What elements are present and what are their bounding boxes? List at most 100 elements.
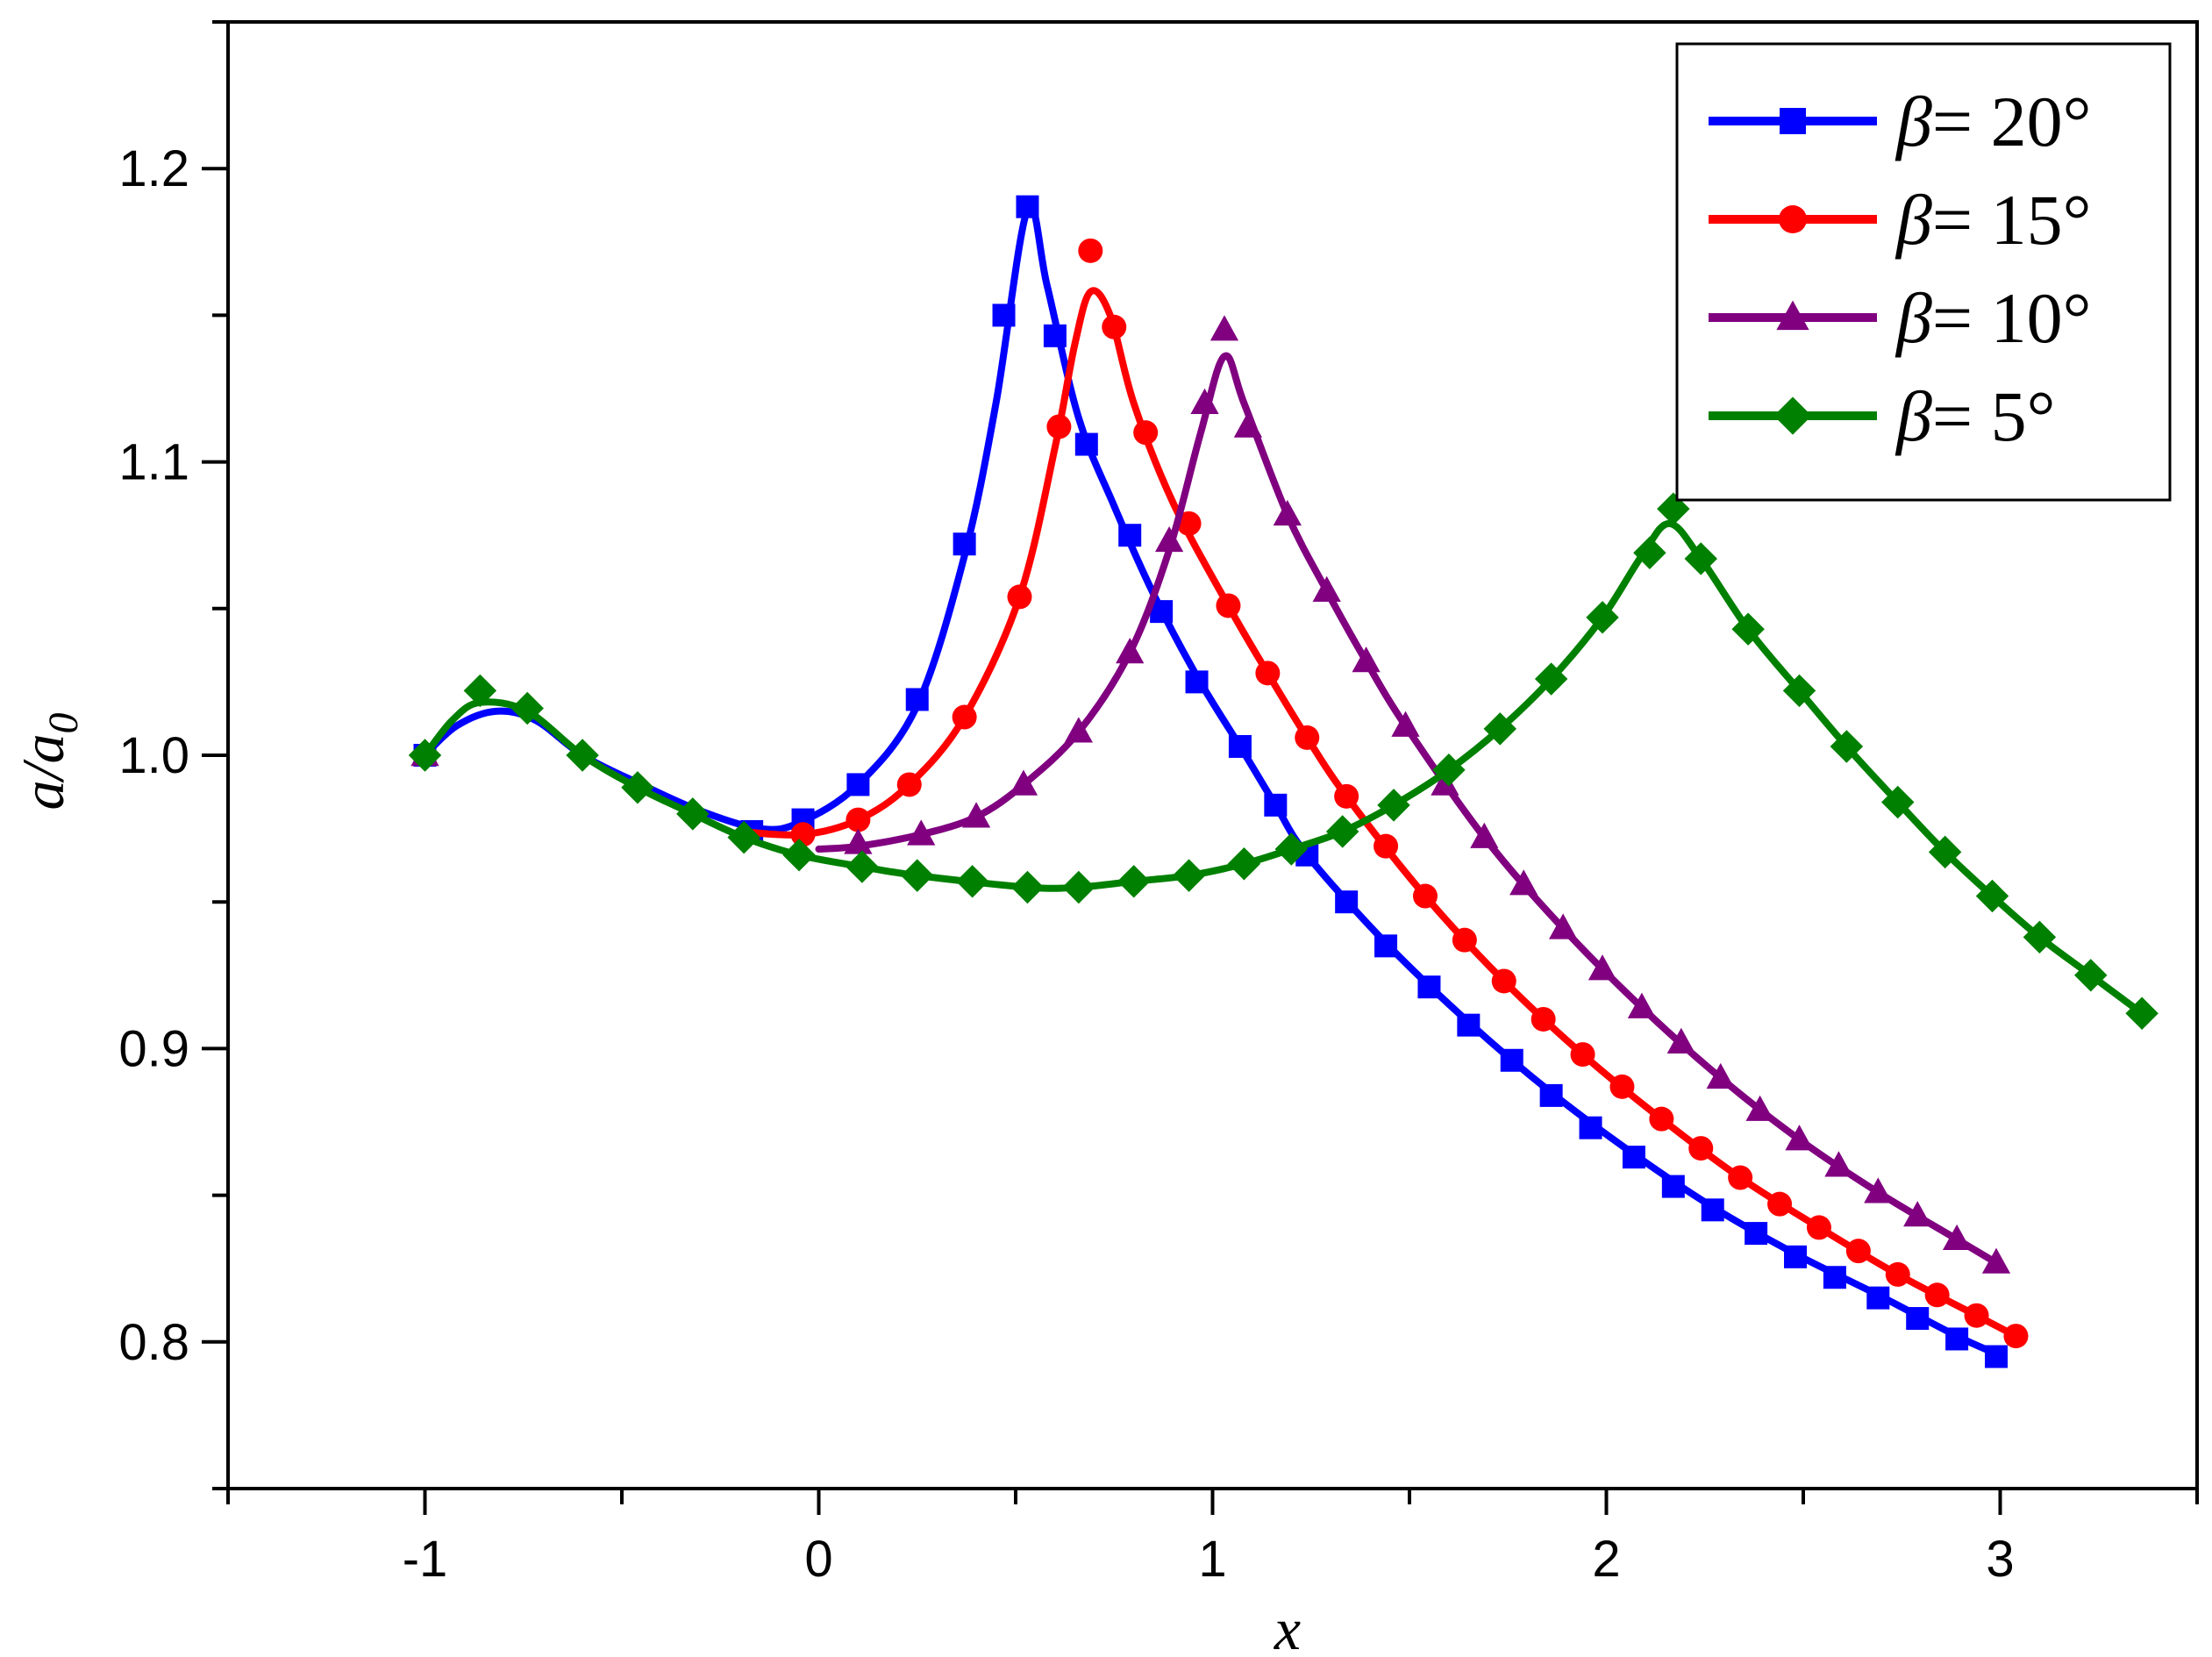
data-point-triangle	[1470, 822, 1499, 848]
y-tick-label: 1.2	[118, 140, 189, 197]
legend-label-value: = 20°	[1932, 82, 2092, 161]
data-point-triangle	[1666, 1027, 1695, 1053]
data-point-triangle	[1706, 1062, 1735, 1089]
data-point-circle	[1102, 314, 1127, 339]
legend-label: β= 15°	[1894, 180, 2091, 260]
data-point-circle	[846, 807, 871, 832]
data-point-diamond	[1782, 674, 1816, 708]
data-point-triangle	[1190, 388, 1219, 415]
y-tick-label: 1.1	[118, 434, 189, 491]
data-point-triangle	[1942, 1224, 1972, 1251]
legend-marker-circle	[1779, 205, 1807, 233]
legend-label-symbol: β	[1894, 278, 1932, 358]
data-point-square	[1417, 975, 1441, 999]
data-point-diamond	[621, 771, 654, 804]
data-point-circle	[1570, 1042, 1595, 1068]
data-point-diamond	[1325, 815, 1359, 848]
data-point-circle	[1806, 1215, 1831, 1240]
y-tick-label: 1.0	[118, 727, 189, 784]
data-point-circle	[1964, 1303, 1989, 1328]
data-point-square	[1185, 670, 1209, 694]
legend-label-value: = 5°	[1932, 376, 2056, 456]
data-point-diamond	[1830, 730, 1864, 763]
data-point-diamond	[955, 865, 989, 898]
data-point-square	[953, 532, 976, 556]
x-tick-label: 3	[1986, 1531, 2014, 1588]
x-tick-label: 1	[1198, 1531, 1226, 1588]
data-point-circle	[1412, 883, 1438, 909]
series-triangle	[410, 315, 2011, 1274]
data-point-diamond	[1928, 835, 1962, 869]
data-point-diamond	[1657, 492, 1690, 525]
data-point-square	[1457, 1013, 1481, 1037]
data-point-square	[1264, 793, 1288, 817]
data-point-square	[1784, 1245, 1808, 1268]
data-point-triangle	[1864, 1177, 1893, 1203]
data-point-diamond	[1483, 712, 1516, 746]
data-point-triangle	[1209, 315, 1239, 341]
data-point-square	[905, 688, 929, 711]
data-point-diamond	[463, 674, 497, 708]
data-point-square	[1906, 1307, 1930, 1331]
data-point-diamond	[2074, 959, 2108, 992]
y-axis-title: a/a0	[10, 713, 87, 811]
data-point-triangle	[1009, 769, 1038, 796]
legend-entry: β= 20°	[1709, 82, 2091, 161]
data-point-diamond	[1684, 542, 1717, 575]
data-point-triangle	[1391, 711, 1420, 737]
legend-entry: β= 15°	[1709, 180, 2091, 260]
series-circle	[736, 238, 2029, 1349]
data-point-diamond	[1117, 865, 1151, 898]
data-point-diamond	[1534, 662, 1568, 696]
data-point-triangle	[1154, 525, 1184, 553]
data-point-diamond	[1586, 601, 1619, 634]
data-point-circle	[1078, 238, 1103, 263]
data-point-circle	[1649, 1106, 1674, 1132]
data-point-diamond	[901, 859, 934, 892]
data-point-diamond	[676, 797, 710, 831]
legend-label: β= 20°	[1894, 82, 2091, 161]
data-point-circle	[1885, 1261, 1910, 1287]
data-point-square	[1374, 934, 1398, 958]
data-point-diamond	[782, 838, 816, 872]
data-point-square	[1745, 1222, 1768, 1246]
data-point-circle	[1133, 420, 1159, 446]
data-point-circle	[1046, 414, 1072, 439]
axes-group: -1 0 1 2 3 0.8 0.9 1.0 1.1 1.2	[118, 20, 2199, 1588]
data-point-triangle	[907, 819, 936, 846]
data-point-circle	[1688, 1136, 1714, 1161]
data-point-circle	[896, 772, 922, 797]
data-point-square	[1016, 195, 1039, 218]
data-point-circle	[1845, 1239, 1871, 1264]
data-point-triangle	[1233, 411, 1263, 438]
legend-label-symbol: β	[1894, 82, 1932, 161]
data-point-square	[1823, 1266, 1846, 1289]
data-point-diamond	[408, 739, 442, 772]
data-point-diamond	[1432, 754, 1466, 787]
legend-label-value: = 10°	[1932, 278, 2092, 358]
data-point-diamond	[1172, 859, 1206, 892]
data-point-circle	[1924, 1282, 1950, 1308]
data-point-square	[846, 773, 870, 796]
legend-label: β= 5°	[1894, 376, 2055, 456]
x-axis-title: x	[1274, 1596, 1301, 1657]
data-point-square	[1539, 1083, 1563, 1107]
data-point-diamond	[1010, 870, 1045, 904]
data-point-square	[1500, 1048, 1523, 1072]
data-point-circle	[1176, 511, 1202, 536]
svg-text:a/a0: a/a0	[10, 713, 87, 811]
data-point-square	[1043, 324, 1067, 347]
data-point-square	[1118, 524, 1142, 547]
x-tick-label: 0	[804, 1531, 832, 1588]
data-point-square	[1335, 890, 1359, 914]
data-point-circle	[2003, 1324, 2029, 1349]
data-point-circle	[1609, 1074, 1635, 1099]
data-point-diamond	[1975, 879, 2009, 913]
data-point-square	[1985, 1345, 2009, 1368]
series-line-triangle	[815, 352, 2001, 1267]
data-point-triangle	[1785, 1125, 1814, 1151]
data-point-triangle	[1509, 869, 1538, 896]
data-point-diamond	[727, 820, 760, 854]
data-point-triangle	[1548, 913, 1578, 939]
x-tick-label: -1	[403, 1531, 448, 1588]
